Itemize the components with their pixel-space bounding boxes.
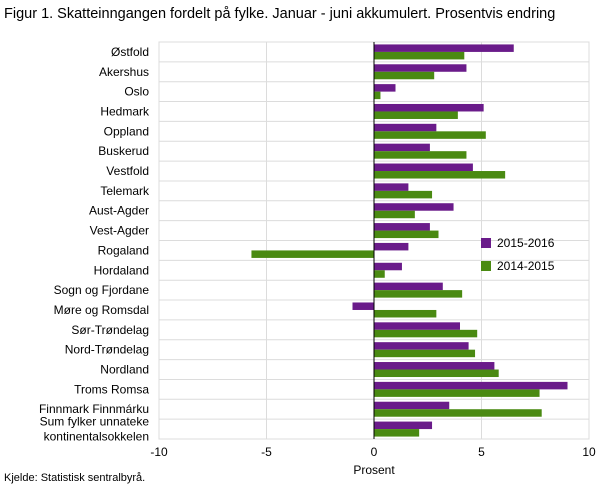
bar-2015-2016 bbox=[374, 381, 568, 390]
category-label: Møre og Romsdal bbox=[54, 303, 149, 317]
bar-2015-2016 bbox=[374, 362, 495, 370]
bar-2015-2016 bbox=[374, 183, 409, 191]
x-tick-label: 5 bbox=[478, 445, 485, 459]
category-label: Sum fylker unnateke bbox=[40, 415, 150, 429]
bar-2015-2016 bbox=[374, 401, 450, 410]
bar-2014-2015 bbox=[374, 409, 542, 417]
bar-2015-2016 bbox=[374, 64, 467, 72]
legend-item-2014-2015: 2014-2015 bbox=[481, 254, 554, 277]
bar-2015-2016 bbox=[374, 123, 437, 132]
bar-2014-2015 bbox=[374, 51, 465, 60]
category-label: Sogn og Fjordane bbox=[54, 283, 150, 297]
bar-2015-2016 bbox=[374, 322, 460, 330]
bar-2014-2015 bbox=[374, 349, 476, 358]
category-label: Vest-Agder bbox=[90, 224, 149, 238]
category-label: Nordland bbox=[100, 363, 149, 377]
bar-2015-2016 bbox=[374, 262, 402, 271]
bar-2014-2015 bbox=[374, 389, 540, 397]
bar-2014-2015 bbox=[374, 171, 506, 179]
bar-2014-2015 bbox=[374, 329, 478, 338]
bar-2015-2016 bbox=[374, 203, 454, 211]
category-label: kontinentalsokkelen bbox=[44, 430, 149, 444]
category-label: Buskerud bbox=[98, 144, 149, 158]
bar-2014-2015 bbox=[374, 270, 385, 278]
category-label: Rogaland bbox=[98, 243, 149, 257]
x-axis-title: Prosent bbox=[353, 463, 395, 477]
category-label: Akershus bbox=[99, 65, 149, 79]
bar-2015-2016 bbox=[374, 143, 430, 152]
category-label: Hordaland bbox=[94, 263, 149, 277]
category-label: Aust-Agder bbox=[89, 204, 149, 218]
source-note: Kjelde: Statistisk sentralbyrå. bbox=[4, 472, 146, 484]
bar-2014-2015 bbox=[374, 230, 439, 239]
category-label: Hedmark bbox=[100, 104, 150, 118]
bar-2015-2016 bbox=[374, 342, 469, 350]
bar-2015-2016 bbox=[374, 421, 433, 430]
bar-2014-2015 bbox=[374, 210, 415, 219]
legend-label: 2014-2015 bbox=[497, 258, 555, 273]
legend: 2015-2016 2014-2015 bbox=[481, 231, 554, 277]
bar-2015-2016 bbox=[374, 223, 430, 231]
x-tick-label: 0 bbox=[371, 445, 378, 459]
bar-2014-2015 bbox=[374, 111, 458, 119]
bar-2015-2016 bbox=[374, 163, 473, 172]
bar-2014-2015 bbox=[374, 429, 420, 437]
category-label: Sør-Trøndelag bbox=[71, 323, 149, 337]
category-label: Nord-Trøndelag bbox=[65, 343, 149, 357]
bar-2014-2015 bbox=[374, 151, 467, 159]
bar-2014-2015 bbox=[374, 190, 433, 199]
bar-2015-2016 bbox=[374, 282, 443, 291]
x-tick-label: 10 bbox=[582, 445, 596, 459]
x-tick-label: -10 bbox=[150, 445, 168, 459]
category-label: Oslo bbox=[124, 85, 149, 99]
bar-2014-2015 bbox=[374, 290, 463, 298]
legend-swatch bbox=[481, 260, 491, 271]
category-label: Finnmark Finnmárku bbox=[39, 402, 149, 416]
bar-2015-2016 bbox=[352, 302, 374, 310]
bars bbox=[251, 44, 568, 437]
bar-2014-2015 bbox=[374, 309, 437, 318]
bar-2015-2016 bbox=[374, 84, 396, 92]
bar-2015-2016 bbox=[374, 103, 484, 112]
bar-2014-2015 bbox=[251, 250, 374, 258]
category-label: Telemark bbox=[100, 184, 150, 198]
bar-2015-2016 bbox=[374, 242, 409, 251]
bar-2015-2016 bbox=[374, 44, 514, 52]
x-tick-label: -5 bbox=[261, 445, 272, 459]
axes: -10 -5 0 5 10 Østfold Akershus Oslo Hedmark Oppla… bbox=[39, 42, 596, 459]
bar-2014-2015 bbox=[374, 369, 499, 378]
bar-2014-2015 bbox=[374, 91, 381, 100]
category-label: Oppland bbox=[104, 124, 149, 138]
bar-2014-2015 bbox=[374, 131, 486, 139]
legend-swatch bbox=[481, 237, 491, 248]
legend-item-2015-2016: 2015-2016 bbox=[481, 231, 554, 254]
category-label: Østfold bbox=[111, 45, 149, 59]
category-label: Troms Romsa bbox=[74, 382, 149, 396]
chart-title: Figur 1. Skatteinngangen fordelt på fylk… bbox=[4, 6, 556, 22]
bar-2014-2015 bbox=[374, 71, 435, 80]
category-label: Vestfold bbox=[106, 164, 149, 178]
legend-label: 2015-2016 bbox=[497, 235, 555, 250]
